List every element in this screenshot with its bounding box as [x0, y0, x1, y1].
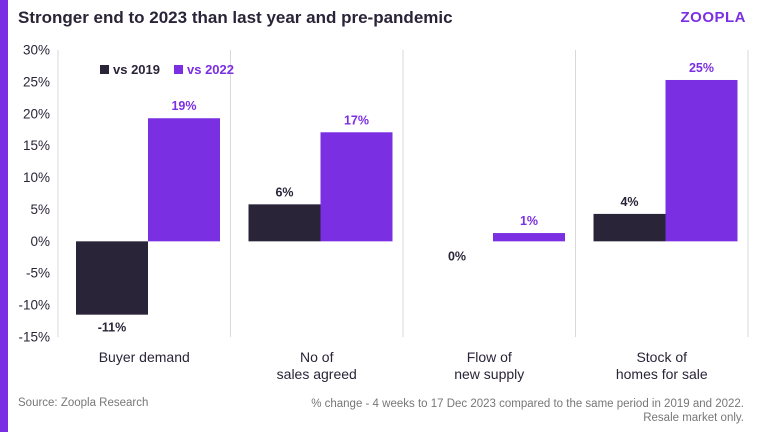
category-label: Stock of: [636, 349, 687, 365]
y-tick-label: -10%: [18, 298, 50, 313]
footnote-line-2: Resale market only.: [643, 412, 744, 424]
data-label-2022: 19%: [171, 99, 196, 113]
data-label-2022: 17%: [344, 113, 369, 127]
y-tick-label: 0%: [30, 234, 50, 249]
footnote-line-1: % change - 4 weeks to 17 Dec 2023 compar…: [311, 398, 744, 410]
bar-2019: [76, 241, 148, 315]
data-label-2022: 25%: [689, 61, 714, 75]
data-label-2019: -11%: [98, 321, 127, 335]
y-tick-label: 25%: [23, 74, 50, 89]
y-tick-label: -5%: [26, 266, 50, 281]
y-tick-label: 15%: [23, 138, 50, 153]
legend-label-2022: vs 2022: [187, 62, 234, 77]
source-note: Source: Zoopla Research: [18, 397, 149, 409]
category-label: sales agreed: [277, 366, 357, 382]
footnote: % change - 4 weeks to 17 Dec 2023 compar…: [311, 397, 744, 425]
bar-2022: [148, 118, 220, 242]
data-label-2019: 6%: [275, 185, 293, 199]
accent-bar: [0, 0, 8, 432]
category-label: new supply: [454, 366, 524, 382]
legend-swatch-2022: [174, 65, 183, 74]
legend-item-2019: vs 2019: [100, 62, 160, 77]
y-tick-label: 20%: [23, 106, 50, 121]
y-tick-label: 30%: [23, 43, 50, 58]
legend-item-2022: vs 2022: [174, 62, 234, 77]
category-label: Buyer demand: [99, 349, 190, 365]
y-tick-label: 5%: [30, 202, 50, 217]
bar-2022: [493, 233, 565, 242]
chart-title: Stronger end to 2023 than last year and …: [18, 8, 453, 27]
category-label: No of: [300, 349, 334, 365]
legend-swatch-2019: [100, 65, 109, 74]
data-label-2019: 4%: [620, 195, 638, 209]
y-tick-label: -15%: [18, 330, 50, 345]
bar-2019: [248, 204, 321, 242]
legend-label-2019: vs 2019: [113, 62, 160, 77]
zoopla-logo: ZOOPLA: [680, 9, 746, 26]
bar-2019: [593, 213, 666, 242]
category-label: Flow of: [467, 349, 512, 365]
category-label: homes for sale: [616, 366, 708, 382]
bar-2022: [665, 79, 738, 242]
data-label-2019: 0%: [448, 249, 466, 263]
y-tick-label: 10%: [23, 170, 50, 185]
data-label-2022: 1%: [520, 214, 538, 228]
legend: vs 2019 vs 2022: [100, 62, 234, 77]
bar-2022: [320, 132, 393, 242]
